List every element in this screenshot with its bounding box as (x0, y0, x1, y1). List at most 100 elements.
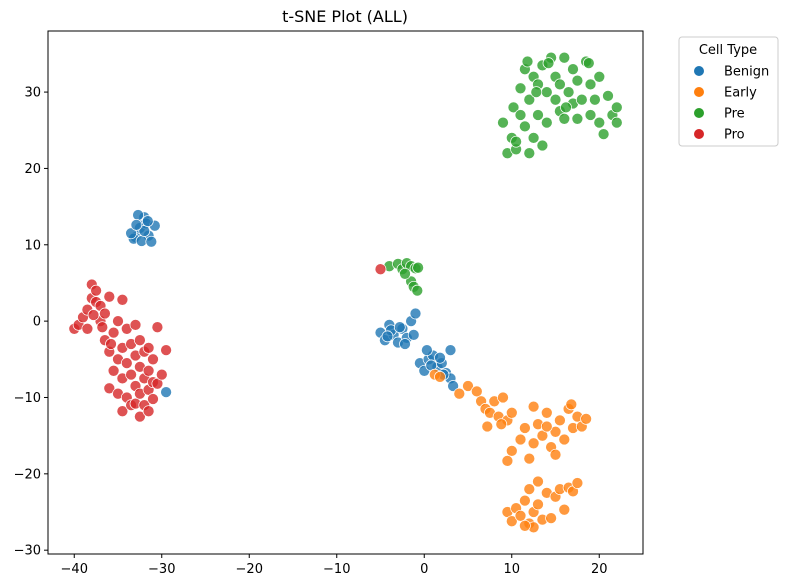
points-layer (68, 51, 623, 534)
point-benign-36 (447, 380, 459, 392)
point-pre-8 (411, 284, 424, 297)
point-pre-16 (514, 109, 527, 121)
point-early-34 (549, 448, 562, 461)
legend-label: Pro (724, 128, 745, 143)
point-pro-45 (142, 405, 155, 418)
point-pre-57 (510, 135, 522, 148)
point-benign-10 (145, 235, 158, 248)
point-pro-8 (90, 284, 102, 297)
y-tick-label: −30 (14, 544, 41, 559)
point-pre-48 (593, 70, 606, 83)
x-tick-label: 20 (591, 562, 608, 577)
point-pre-22 (527, 132, 540, 144)
point-benign-37 (434, 351, 446, 364)
legend-item-benign: Benign (694, 65, 769, 80)
point-pro-49 (151, 321, 164, 334)
point-pro-12 (99, 307, 111, 320)
point-early-40 (514, 509, 527, 522)
x-tick-label: 0 (420, 562, 428, 577)
point-pre-28 (540, 116, 553, 129)
plot-frame (47, 30, 644, 555)
point-pro-17 (107, 364, 120, 377)
point-early-2 (453, 387, 466, 400)
series-pre (383, 51, 623, 297)
point-pre-26 (536, 139, 549, 152)
legend-item-pre: Pre (694, 107, 745, 122)
x-tick-label: −40 (61, 562, 88, 577)
point-early-18 (523, 452, 536, 465)
point-pre-37 (562, 86, 575, 98)
point-pre-10 (412, 261, 424, 274)
point-benign-12 (130, 219, 143, 231)
point-benign-23 (399, 338, 411, 350)
point-early-25 (554, 414, 566, 427)
point-pre-50 (602, 90, 614, 102)
point-benign-25 (407, 329, 420, 341)
legend-entries: Benign Early Pre Pro (694, 65, 769, 143)
point-pro-48 (147, 393, 159, 405)
point-early-4 (470, 385, 483, 398)
point-early-47 (545, 512, 557, 524)
point-pre-54 (521, 55, 534, 68)
point-benign-27 (393, 321, 406, 334)
point-benign-38 (421, 344, 433, 356)
point-early-32 (501, 455, 514, 467)
point-pre-44 (584, 109, 597, 121)
legend-marker (694, 87, 704, 97)
point-pre-11 (497, 116, 509, 129)
point-pre-18 (519, 120, 531, 133)
point-pre-14 (507, 101, 520, 114)
point-pro-0 (374, 263, 387, 276)
point-pre-41 (571, 74, 584, 87)
point-early-38 (505, 515, 518, 528)
x-tick-label: −20 (236, 562, 263, 577)
legend-marker (694, 108, 704, 118)
point-pre-36 (558, 51, 571, 64)
point-pre-58 (530, 86, 543, 98)
point-pre-20 (523, 147, 536, 160)
point-early-15 (505, 445, 518, 457)
legend-marker (694, 66, 704, 76)
y-tick-label: −10 (14, 391, 41, 406)
point-benign-26 (381, 330, 394, 343)
point-early-13 (481, 420, 494, 433)
point-pre-21 (523, 93, 536, 106)
point-pre-42 (575, 93, 588, 106)
point-pre-17 (514, 82, 527, 95)
point-early-14 (495, 418, 508, 431)
point-pro-51 (155, 368, 168, 381)
point-pre-49 (597, 128, 610, 140)
legend-label: Benign (724, 65, 769, 80)
point-benign-42 (160, 386, 172, 398)
point-early-22 (540, 406, 553, 419)
point-benign-9 (125, 227, 137, 240)
y-axis: −30 −20 −10 0 10 20 30 (14, 86, 48, 559)
point-early-44 (532, 498, 544, 511)
point-pro-29 (125, 368, 137, 381)
point-pro-52 (160, 344, 172, 356)
point-pre-45 (584, 78, 597, 91)
series-pro (68, 263, 387, 423)
point-early-12 (505, 406, 518, 419)
legend-item-early: Early (694, 86, 757, 101)
point-benign-40 (444, 344, 457, 356)
point-pre-34 (554, 78, 566, 91)
x-tick-label: −10 (323, 562, 350, 577)
y-tick-label: −20 (14, 467, 41, 482)
point-benign-22 (409, 307, 422, 320)
point-pre-29 (540, 86, 553, 98)
point-early-26 (558, 433, 571, 446)
point-pre-56 (582, 57, 595, 69)
point-pre-46 (589, 93, 601, 106)
point-pre-40 (571, 112, 584, 125)
point-early-31 (580, 413, 592, 425)
point-pro-24 (116, 405, 129, 418)
y-tick-label: 20 (24, 162, 41, 177)
point-benign-5 (135, 235, 148, 247)
y-tick-label: 0 (33, 315, 41, 330)
point-pre-39 (567, 63, 579, 76)
point-pro-14 (103, 382, 116, 395)
chart-title: t-SNE Plot (ALL) (282, 7, 408, 26)
point-pro-56 (105, 338, 117, 350)
